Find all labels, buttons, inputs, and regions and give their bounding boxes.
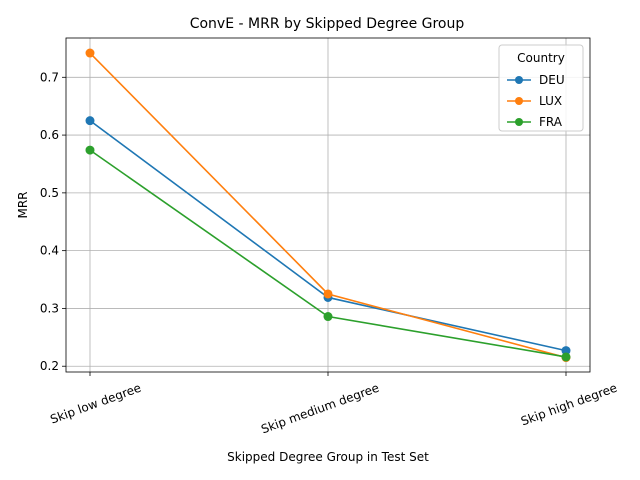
legend-entry: DEU xyxy=(539,73,565,87)
data-point xyxy=(323,289,333,299)
y-axis-label: MRR xyxy=(16,191,30,218)
series-fra xyxy=(85,145,571,362)
legend-swatch-marker xyxy=(515,118,523,126)
legend-swatch-marker xyxy=(515,97,523,105)
data-point xyxy=(323,312,333,322)
legend-swatch-marker xyxy=(515,76,523,84)
data-point xyxy=(85,116,95,126)
legend: Country DEU LUX FRA xyxy=(498,44,584,132)
y-tick-label: 0.5 xyxy=(40,186,59,200)
legend-entry: FRA xyxy=(539,115,563,129)
x-axis-label: Skipped Degree Group in Test Set xyxy=(227,450,429,464)
y-tick-label: 0.4 xyxy=(40,244,59,258)
data-point xyxy=(561,352,571,362)
y-tick-label: 0.6 xyxy=(40,128,59,142)
y-tick-label: 0.7 xyxy=(40,70,59,84)
data-point xyxy=(85,145,95,155)
series-layer xyxy=(85,48,571,363)
y-tick-label: 0.2 xyxy=(40,359,59,373)
legend-title: Country xyxy=(517,51,565,65)
y-tick-label: 0.3 xyxy=(40,301,59,315)
legend-box xyxy=(498,44,584,132)
data-point xyxy=(561,346,571,356)
data-point xyxy=(85,48,95,58)
legend-entry: LUX xyxy=(539,94,562,108)
chart-title: ConvE - MRR by Skipped Degree Group xyxy=(190,16,465,32)
